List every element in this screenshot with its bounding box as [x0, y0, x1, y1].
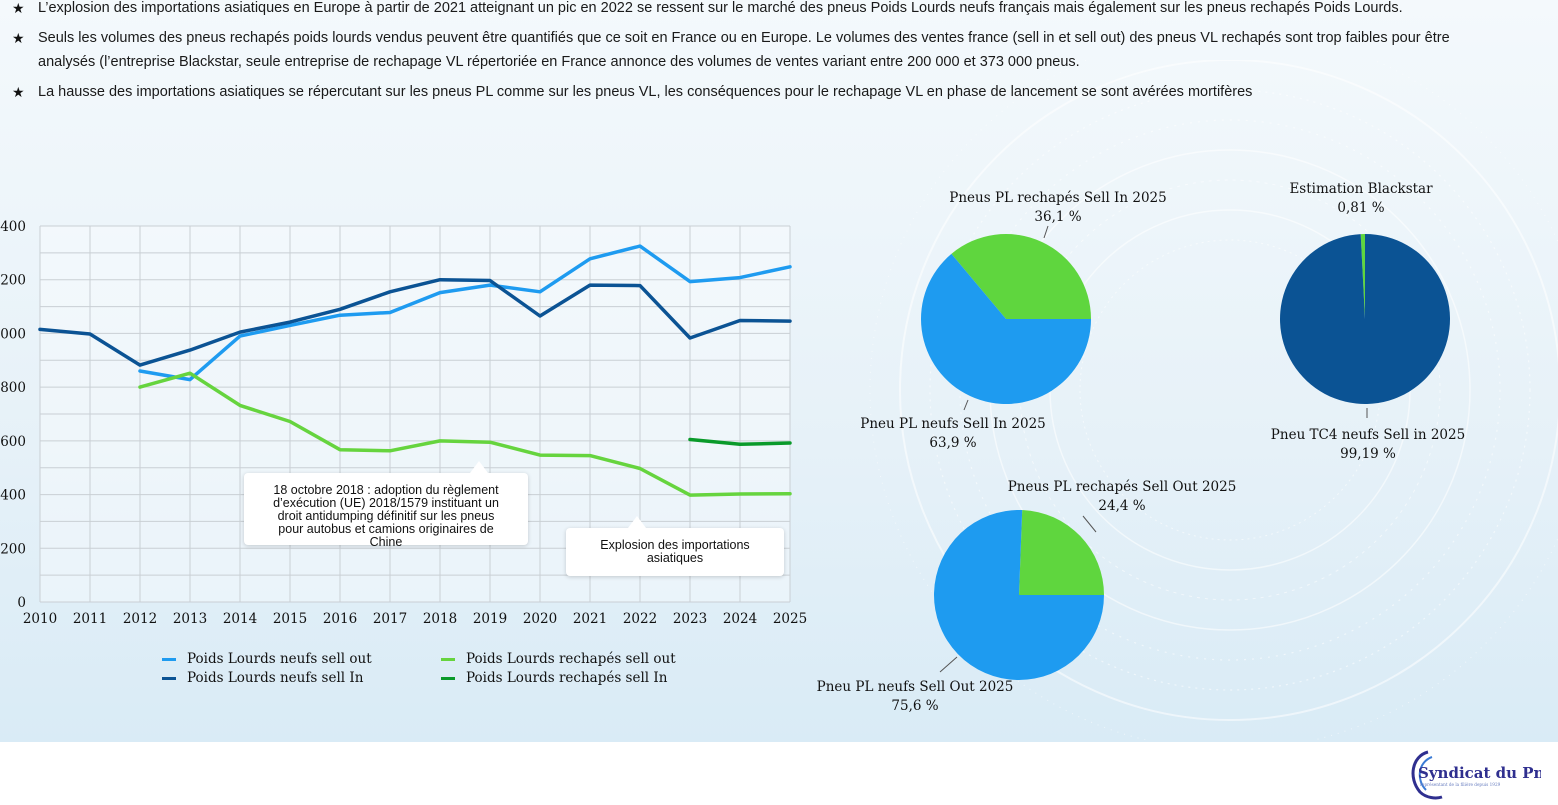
bullet-text: L’explosion des importations asiatiques … — [38, 0, 1403, 16]
y-tick-label: 000 — [0, 326, 26, 342]
pie-slice — [921, 253, 1091, 405]
legend-label: Poids Lourds neufs sell out — [187, 651, 372, 667]
bullet-text: Seuls les volumes des pneus rechapés poi… — [38, 30, 1450, 70]
star-icon: ★ — [12, 84, 25, 100]
star-icon: ★ — [12, 0, 25, 16]
star-icon: ★ — [12, 30, 25, 46]
series-line — [38, 277, 792, 367]
x-tick-label: 2013 — [173, 611, 207, 627]
legend-label: Poids Lourds rechapés sell out — [466, 651, 676, 667]
content-panel: ★ L’explosion des importations asiatique… — [0, 0, 1558, 742]
x-tick-label: 2021 — [573, 611, 607, 627]
slice-label: Pneu PL neufs Sell In 2025 — [860, 416, 1046, 432]
y-tick-label: 400 — [0, 488, 26, 504]
annotation-imports: Explosion des importations asiatiques — [566, 516, 784, 576]
svg-text:représentant de la filière dep: représentant de la filière depuis 1929 — [1420, 782, 1501, 787]
y-tick-label: 400 — [0, 219, 26, 235]
legend-item: Poids Lourds rechapés sell out — [441, 651, 676, 667]
annotation-text: Explosion des importations asiatiques — [600, 538, 750, 565]
leader-line — [1082, 515, 1097, 533]
legend-label: Poids Lourds neufs sell In — [187, 670, 364, 686]
x-tick-label: 2022 — [623, 611, 657, 627]
bullet-list: ★ L’explosion des importations asiatique… — [12, 0, 1502, 110]
x-tick-label: 2019 — [473, 611, 507, 627]
legend-swatch — [441, 657, 455, 661]
bullet-item: ★ La hausse des importations asiatiques … — [12, 80, 1502, 104]
slice-value-label: 36,1 % — [1034, 209, 1081, 225]
x-tick-label: 2023 — [673, 611, 707, 627]
slice-label: Pneu TC4 neufs Sell in 2025 — [1271, 427, 1465, 443]
x-tick-label: 2016 — [323, 611, 357, 627]
annotation-antidumping: 18 octobre 2018 : adoption du règlement … — [244, 461, 528, 549]
y-tick-label: 200 — [0, 273, 26, 289]
slice-value-label: 75,6 % — [891, 698, 938, 714]
pie-chart-sell-out: Pneus PL rechapés Sell Out 2025 24,4 % Pne… — [817, 479, 1237, 714]
y-tick-label: 800 — [0, 380, 26, 396]
series-line — [138, 371, 792, 497]
pie-slice — [1280, 234, 1451, 404]
x-tick-label: 2017 — [373, 611, 407, 627]
x-tick-label: 2020 — [523, 611, 557, 627]
slice-label: Pneu PL neufs Sell Out 2025 — [817, 679, 1014, 695]
legend-swatch — [162, 657, 176, 661]
x-tick-label: 2015 — [273, 611, 307, 627]
x-tick-label: 2018 — [423, 611, 457, 627]
leader-line — [939, 656, 958, 673]
legend-label: Poids Lourds rechapés sell In — [466, 670, 668, 686]
slice-label: Estimation Blackstar — [1289, 181, 1433, 197]
legend-swatch — [441, 676, 455, 680]
series-line — [688, 437, 792, 447]
slice-label: Pneus PL rechapés Sell Out 2025 — [1008, 479, 1237, 495]
x-tick-label: 2014 — [223, 611, 257, 627]
legend-swatch — [162, 676, 176, 680]
svg-text:Syndicat du Pneu: Syndicat du Pneu — [1418, 764, 1541, 782]
x-tick-label: 2011 — [73, 611, 107, 627]
y-tick-label: 600 — [0, 434, 26, 450]
slice-value-label: 24,4 % — [1098, 498, 1145, 514]
pie-slice — [951, 234, 1091, 319]
x-tick-label: 2024 — [723, 611, 757, 627]
y-tick-label: 0 — [17, 595, 26, 611]
annotation-text: 18 octobre 2018 : adoption du règlement … — [273, 483, 499, 549]
bullet-item: ★ L’explosion des importations asiatique… — [12, 0, 1502, 20]
pie-slice — [1360, 234, 1365, 319]
bullet-item: ★ Seuls les volumes des pneus rechapés p… — [12, 26, 1502, 74]
slice-value-label: 63,9 % — [929, 435, 976, 450]
x-tick-label: 2010 — [23, 611, 57, 627]
pie-slice — [1019, 510, 1104, 595]
slice-value-label: 0,81 % — [1337, 200, 1384, 216]
legend-item: Poids Lourds neufs sell In — [162, 670, 363, 686]
legend-item: Poids Lourds rechapés sell In — [441, 670, 667, 686]
leader-line — [963, 399, 969, 411]
y-tick-label: 200 — [0, 541, 26, 557]
leader-line — [1043, 225, 1049, 239]
syndicat-du-pneu-logo: Syndicat du Pneu représentant de la fili… — [1411, 750, 1541, 800]
pie-chart-blackstar: Estimation Blackstar 0,81 % Pneu TC4 neufs… — [1271, 181, 1465, 462]
legend-item: Poids Lourds neufs sell out — [162, 651, 372, 667]
x-tick-label: 2012 — [123, 611, 157, 627]
slice-label: Pneus PL rechapés Sell In 2025 — [949, 190, 1166, 206]
bullet-text: La hausse des importations asiatiques se… — [38, 84, 1253, 100]
slice-value-label: 99,19 % — [1340, 446, 1396, 462]
x-tick-label: 2025 — [773, 611, 807, 627]
series-line — [138, 244, 792, 382]
pie-chart-sell-in: Pneus PL rechapés Sell In 2025 36,1 % Pneu… — [860, 190, 1167, 450]
pie-slice — [934, 509, 1104, 680]
